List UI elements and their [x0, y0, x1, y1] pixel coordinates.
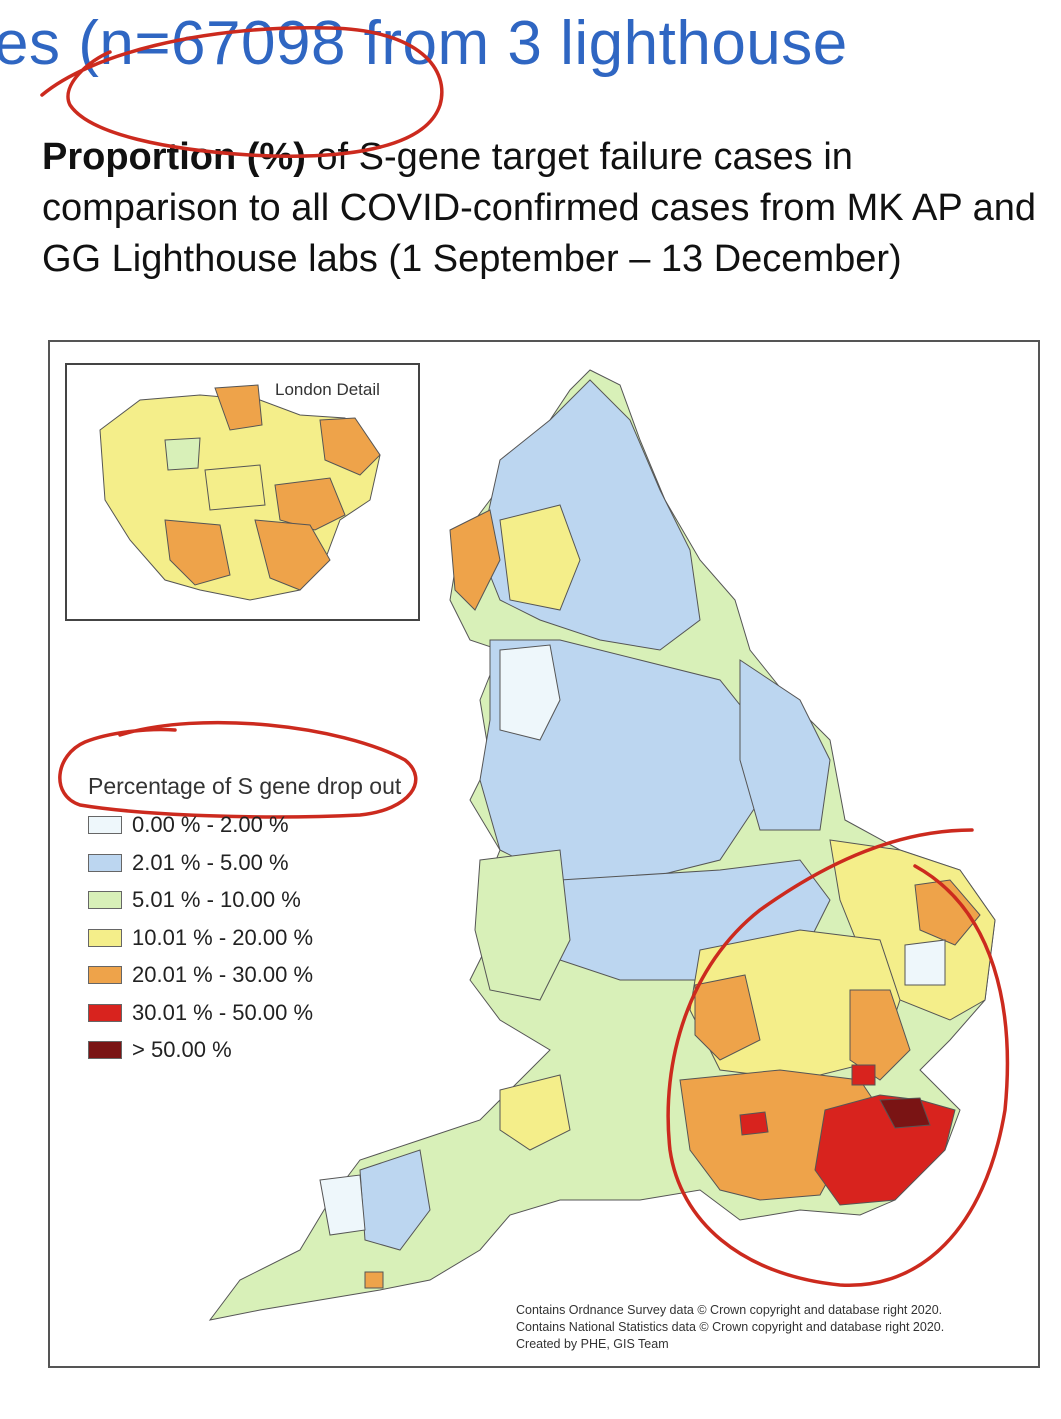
legend-swatch — [88, 966, 122, 984]
figure-caption: Proportion (%) of S-gene target failure … — [42, 132, 1042, 285]
legend-swatch — [88, 928, 122, 947]
legend-item: 0.00 % - 2.00 % — [88, 810, 289, 840]
legend-swatch — [88, 853, 122, 872]
legend-item: 2.01 % - 5.00 % — [88, 848, 289, 878]
england-map — [208, 369, 996, 1321]
region-essex-orange — [849, 989, 911, 1081]
region-surrey-red — [739, 1111, 769, 1136]
london-map — [99, 384, 381, 601]
region-east-orange-1 — [694, 974, 761, 1061]
annotation-circle-legend — [58, 720, 418, 819]
legend-label: 0.00 % - 2.00 % — [132, 812, 289, 837]
region-devon-pale — [319, 1174, 366, 1236]
legend-label: 2.01 % - 5.00 % — [132, 849, 289, 875]
legend-label: 5.01 % - 10.00 % — [132, 887, 301, 912]
region-thurrock-red — [851, 1064, 876, 1086]
legend-swatch — [88, 1041, 122, 1059]
map-credits: Contains Ordnance Survey data © Crown co… — [516, 1302, 944, 1353]
credit-line: Contains Ordnance Survey data © Crown co… — [516, 1303, 943, 1317]
legend-swatch — [88, 891, 122, 909]
region-west-midlands — [474, 849, 571, 1001]
region-orange-dot — [364, 1271, 384, 1289]
legend-item: 10.01 % - 20.00 % — [88, 923, 313, 953]
credit-line: Created by PHE, GIS Team — [516, 1337, 669, 1351]
caption-rest: of S-gene target failure cases in compar… — [42, 136, 1037, 280]
region-southwest-yellow — [499, 1074, 571, 1151]
region-kent-red — [814, 1094, 956, 1206]
region-norfolk-orange — [914, 879, 981, 946]
region-kent-darkred — [879, 1097, 931, 1129]
red-annotations — [40, 26, 1010, 1287]
annotation-circle-count — [40, 26, 444, 158]
annotation-circle-southeast — [666, 828, 1010, 1287]
legend-item: > 50.00 % — [88, 1035, 232, 1065]
legend-label: 30.01 % - 50.00 % — [132, 999, 314, 1025]
legend-item: 20.01 % - 30.00 % — [88, 960, 313, 990]
region-lincolnshire — [739, 659, 831, 831]
region-cumbria — [499, 504, 581, 611]
region-suffolk-pale — [904, 939, 946, 986]
region-cumbria-west — [449, 509, 501, 611]
inset-title: London Detail — [275, 380, 380, 399]
legend-item: 30.01 % - 50.00 % — [88, 998, 313, 1028]
partial-slide-title: es (n=67098 from 3 lighthouse — [0, 9, 848, 78]
credit-line: Contains National Statistics data © Crow… — [516, 1320, 945, 1334]
region-pale-northwest — [499, 644, 561, 741]
legend-item: 5.01 % - 10.00 % — [88, 885, 301, 915]
legend-label: 10.01 % - 20.00 % — [132, 924, 314, 950]
legend-swatch — [88, 816, 122, 834]
legend-title: Percentage of S gene drop out — [88, 773, 402, 799]
legend-swatch — [88, 1003, 122, 1022]
legend-label: > 50.00 % — [132, 1037, 232, 1062]
legend-label: 20.01 % - 30.00 % — [132, 962, 314, 987]
